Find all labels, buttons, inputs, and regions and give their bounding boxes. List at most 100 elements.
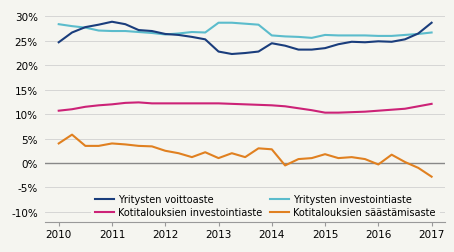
- Yritysten voittoaste: [256, 51, 261, 54]
- Kotitalouksien säästämisaste: [216, 157, 221, 160]
- Kotitalouksien säästämisaste: [149, 145, 155, 148]
- Yritysten investointiaste: [389, 35, 395, 38]
- Kotitalouksien säästämisaste: [242, 156, 248, 159]
- Kotitalouksien investointiaste: [375, 110, 381, 113]
- Yritysten voittoaste: [375, 41, 381, 44]
- Yritysten voittoaste: [189, 36, 195, 39]
- Line: Kotitalouksien investointiaste: Kotitalouksien investointiaste: [59, 103, 432, 113]
- Kotitalouksien säästämisaste: [96, 145, 101, 148]
- Kotitalouksien investointiaste: [216, 102, 221, 105]
- Kotitalouksien säästämisaste: [109, 142, 115, 145]
- Kotitalouksien säästämisaste: [56, 142, 61, 145]
- Yritysten voittoaste: [415, 33, 421, 36]
- Kotitalouksien säästämisaste: [402, 161, 408, 164]
- Line: Kotitalouksien säästämisaste: Kotitalouksien säästämisaste: [59, 135, 432, 177]
- Yritysten investointiaste: [163, 34, 168, 37]
- Yritysten voittoaste: [136, 29, 141, 33]
- Yritysten investointiaste: [322, 34, 328, 37]
- Kotitalouksien säästämisaste: [176, 152, 181, 155]
- Kotitalouksien investointiaste: [136, 102, 141, 105]
- Yritysten investointiaste: [256, 24, 261, 27]
- Kotitalouksien säästämisaste: [256, 147, 261, 150]
- Kotitalouksien säästämisaste: [362, 158, 368, 161]
- Yritysten investointiaste: [83, 27, 88, 30]
- Kotitalouksien investointiaste: [336, 112, 341, 115]
- Yritysten voittoaste: [216, 51, 221, 54]
- Kotitalouksien investointiaste: [389, 109, 395, 112]
- Yritysten investointiaste: [309, 37, 315, 40]
- Kotitalouksien investointiaste: [163, 102, 168, 105]
- Line: Yritysten investointiaste: Yritysten investointiaste: [59, 24, 432, 39]
- Yritysten voittoaste: [362, 42, 368, 45]
- Kotitalouksien säästämisaste: [389, 153, 395, 156]
- Yritysten voittoaste: [176, 34, 181, 37]
- Kotitalouksien säästämisaste: [136, 145, 141, 148]
- Kotitalouksien investointiaste: [309, 109, 315, 112]
- Kotitalouksien investointiaste: [322, 112, 328, 115]
- Kotitalouksien säästämisaste: [322, 153, 328, 156]
- Yritysten voittoaste: [336, 44, 341, 47]
- Kotitalouksien säästämisaste: [336, 157, 341, 160]
- Yritysten voittoaste: [163, 33, 168, 36]
- Yritysten investointiaste: [216, 22, 221, 25]
- Kotitalouksien investointiaste: [269, 104, 275, 107]
- Yritysten investointiaste: [242, 23, 248, 26]
- Yritysten voittoaste: [229, 53, 235, 56]
- Yritysten voittoaste: [349, 41, 355, 44]
- Yritysten voittoaste: [429, 22, 434, 25]
- Kotitalouksien investointiaste: [109, 103, 115, 106]
- Yritysten investointiaste: [149, 32, 155, 35]
- Kotitalouksien säästämisaste: [309, 157, 315, 160]
- Kotitalouksien säästämisaste: [375, 163, 381, 166]
- Yritysten investointiaste: [296, 36, 301, 39]
- Kotitalouksien säästämisaste: [163, 150, 168, 153]
- Kotitalouksien investointiaste: [176, 102, 181, 105]
- Line: Yritysten voittoaste: Yritysten voittoaste: [59, 23, 432, 55]
- Yritysten voittoaste: [56, 42, 61, 45]
- Yritysten voittoaste: [96, 24, 101, 27]
- Yritysten voittoaste: [389, 41, 395, 44]
- Kotitalouksien investointiaste: [362, 111, 368, 114]
- Kotitalouksien investointiaste: [149, 102, 155, 105]
- Kotitalouksien investointiaste: [429, 103, 434, 106]
- Kotitalouksien investointiaste: [83, 106, 88, 109]
- Kotitalouksien investointiaste: [69, 108, 75, 111]
- Kotitalouksien investointiaste: [415, 105, 421, 108]
- Yritysten investointiaste: [429, 32, 434, 35]
- Kotitalouksien säästämisaste: [123, 143, 128, 146]
- Kotitalouksien säästämisaste: [349, 156, 355, 159]
- Yritysten investointiaste: [362, 35, 368, 38]
- Kotitalouksien säästämisaste: [415, 167, 421, 170]
- Yritysten investointiaste: [96, 30, 101, 33]
- Kotitalouksien investointiaste: [202, 102, 208, 105]
- Yritysten voittoaste: [123, 24, 128, 27]
- Kotitalouksien investointiaste: [56, 110, 61, 113]
- Kotitalouksien säästämisaste: [189, 156, 195, 159]
- Kotitalouksien investointiaste: [242, 103, 248, 106]
- Kotitalouksien investointiaste: [123, 102, 128, 105]
- Kotitalouksien säästämisaste: [69, 134, 75, 137]
- Yritysten investointiaste: [375, 35, 381, 38]
- Yritysten voittoaste: [322, 47, 328, 50]
- Yritysten investointiaste: [402, 34, 408, 37]
- Yritysten investointiaste: [176, 33, 181, 36]
- Kotitalouksien investointiaste: [189, 102, 195, 105]
- Yritysten investointiaste: [415, 33, 421, 36]
- Yritysten voittoaste: [69, 32, 75, 35]
- Kotitalouksien säästämisaste: [269, 148, 275, 151]
- Kotitalouksien investointiaste: [256, 104, 261, 107]
- Yritysten investointiaste: [136, 31, 141, 34]
- Yritysten investointiaste: [229, 22, 235, 25]
- Kotitalouksien säästämisaste: [429, 175, 434, 178]
- Yritysten investointiaste: [69, 25, 75, 28]
- Kotitalouksien säästämisaste: [229, 152, 235, 155]
- Kotitalouksien investointiaste: [296, 107, 301, 110]
- Yritysten investointiaste: [56, 24, 61, 27]
- Yritysten voittoaste: [83, 26, 88, 29]
- Kotitalouksien investointiaste: [282, 105, 288, 108]
- Yritysten voittoaste: [242, 52, 248, 55]
- Legend: Yritysten voittoaste, Kotitalouksien investointiaste, Yritysten investointiaste,: Yritysten voittoaste, Kotitalouksien inv…: [91, 191, 439, 221]
- Kotitalouksien investointiaste: [402, 108, 408, 111]
- Kotitalouksien investointiaste: [96, 104, 101, 107]
- Kotitalouksien säästämisaste: [296, 158, 301, 161]
